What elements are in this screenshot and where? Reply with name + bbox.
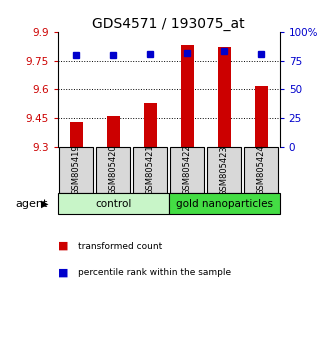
Text: percentile rank within the sample: percentile rank within the sample: [78, 268, 231, 277]
Bar: [107, 116, 120, 147]
Bar: [58, 193, 169, 214]
Text: transformed count: transformed count: [78, 241, 162, 251]
Bar: [70, 122, 83, 147]
Bar: [244, 147, 278, 193]
Text: ■: ■: [58, 241, 69, 251]
Bar: [96, 147, 130, 193]
Text: GSM805422: GSM805422: [183, 145, 192, 195]
Text: control: control: [95, 199, 131, 209]
Bar: [59, 147, 93, 193]
Bar: [133, 147, 167, 193]
Text: gold nanoparticles: gold nanoparticles: [176, 199, 273, 209]
Text: GSM805423: GSM805423: [220, 145, 229, 195]
Bar: [181, 45, 194, 147]
Text: GSM805419: GSM805419: [72, 145, 81, 195]
Text: ▶: ▶: [41, 199, 48, 209]
Bar: [207, 147, 241, 193]
Text: ■: ■: [58, 268, 69, 278]
Bar: [218, 47, 231, 147]
Text: agent: agent: [15, 199, 47, 209]
Bar: [255, 86, 268, 147]
Text: GSM805420: GSM805420: [109, 145, 118, 195]
Title: GDS4571 / 193075_at: GDS4571 / 193075_at: [92, 17, 245, 31]
Bar: [169, 193, 280, 214]
Text: GSM805421: GSM805421: [146, 145, 155, 195]
Bar: [170, 147, 204, 193]
Text: GSM805424: GSM805424: [257, 145, 266, 195]
Bar: [144, 103, 157, 147]
